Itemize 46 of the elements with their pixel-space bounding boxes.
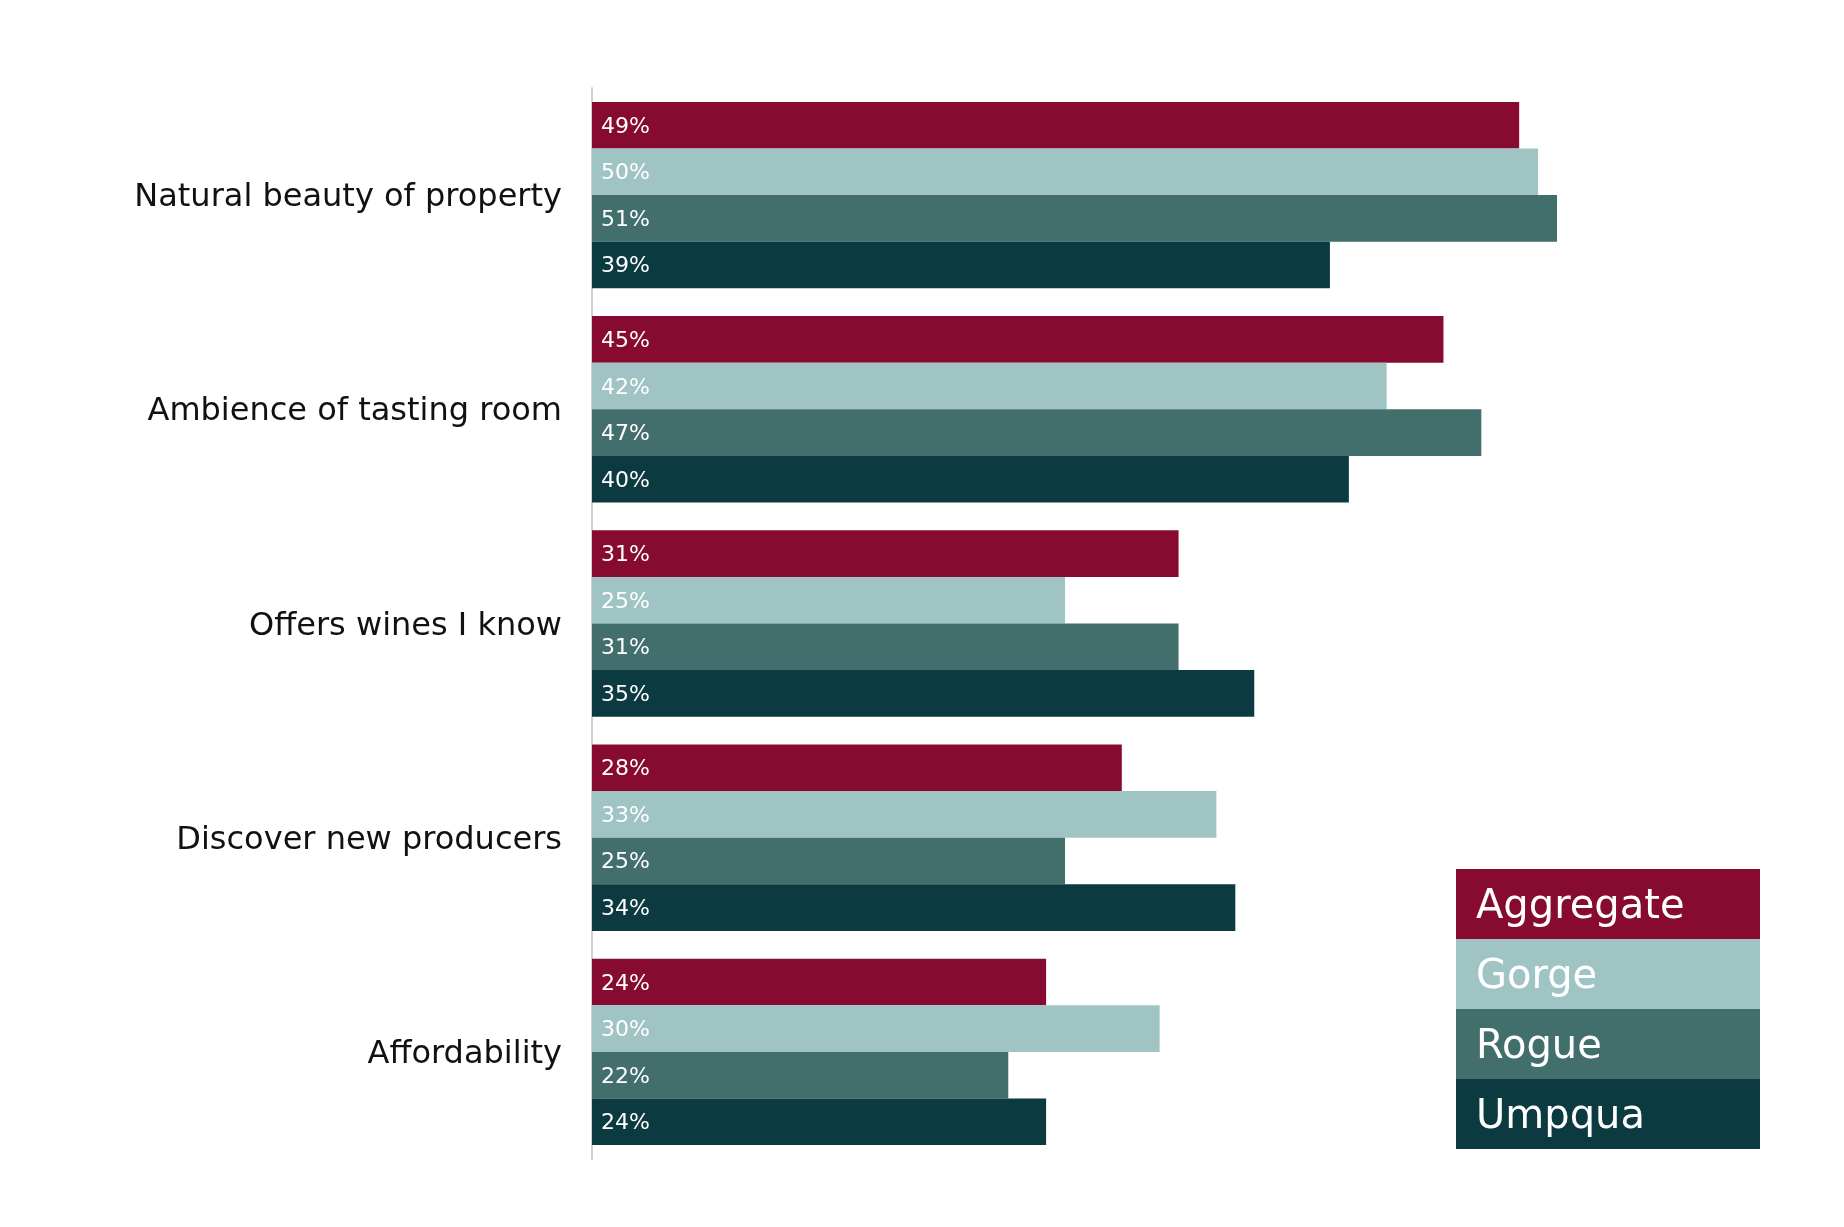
data-label: 33% bbox=[601, 801, 650, 827]
bar bbox=[592, 576, 1066, 624]
bar bbox=[592, 837, 1066, 885]
y-tick-label: Affordability bbox=[367, 1032, 562, 1071]
data-label: 25% bbox=[601, 587, 650, 613]
data-label: 24% bbox=[601, 969, 650, 995]
data-label: 39% bbox=[601, 252, 650, 278]
data-label: 30% bbox=[601, 1016, 650, 1042]
y-tick-label: Discover new producers bbox=[176, 818, 562, 857]
data-label: 34% bbox=[601, 895, 650, 921]
bar bbox=[592, 530, 1179, 577]
data-label: 45% bbox=[601, 326, 650, 352]
bar bbox=[592, 1005, 1160, 1052]
data-label: 40% bbox=[601, 466, 650, 492]
data-label: 47% bbox=[601, 420, 650, 446]
data-label: 35% bbox=[601, 680, 650, 706]
data-label: 51% bbox=[601, 205, 650, 231]
bar bbox=[592, 316, 1444, 363]
bar bbox=[592, 409, 1482, 456]
legend: Aggregate Gorge Rogue Umpqua bbox=[1456, 869, 1760, 1149]
bar bbox=[592, 1051, 1009, 1099]
bar bbox=[592, 241, 1330, 289]
data-label: 42% bbox=[601, 373, 650, 399]
bar bbox=[592, 884, 1236, 931]
bar bbox=[592, 744, 1122, 792]
bar bbox=[592, 362, 1387, 410]
bar bbox=[592, 1098, 1047, 1146]
y-tick-label: Offers wines I know bbox=[249, 604, 562, 643]
data-label: 28% bbox=[601, 755, 650, 781]
bar bbox=[592, 148, 1539, 196]
bar bbox=[592, 958, 1047, 1006]
data-label: 50% bbox=[601, 159, 650, 185]
bar bbox=[592, 623, 1179, 671]
bar bbox=[592, 101, 1520, 149]
data-label: 31% bbox=[601, 541, 650, 567]
bar bbox=[592, 670, 1255, 717]
bar bbox=[592, 791, 1217, 838]
y-tick-label: Natural beauty of property bbox=[134, 176, 562, 215]
data-label: 49% bbox=[601, 112, 650, 138]
data-label: 31% bbox=[601, 634, 650, 660]
bar bbox=[592, 455, 1349, 503]
y-tick-label: Ambience of tasting room bbox=[147, 390, 562, 429]
bar bbox=[592, 195, 1557, 242]
data-label: 24% bbox=[601, 1109, 650, 1135]
data-label: 22% bbox=[601, 1062, 650, 1088]
data-label: 25% bbox=[601, 848, 650, 874]
